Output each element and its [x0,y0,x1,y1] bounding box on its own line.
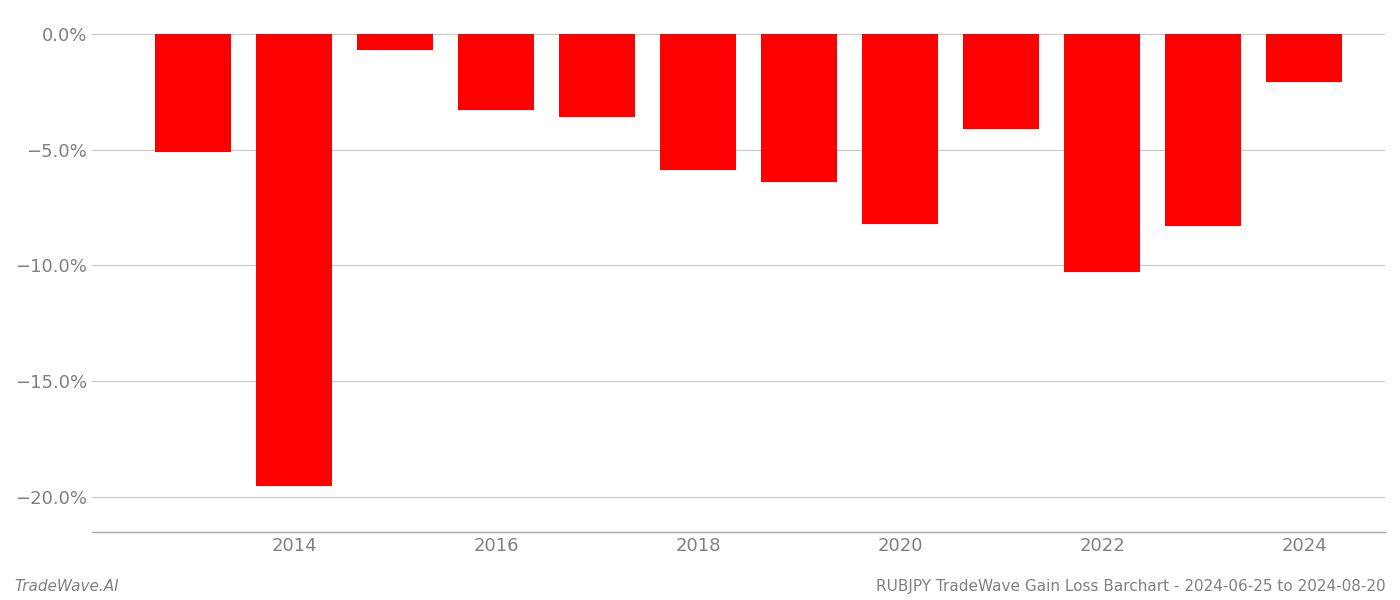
Text: RUBJPY TradeWave Gain Loss Barchart - 2024-06-25 to 2024-08-20: RUBJPY TradeWave Gain Loss Barchart - 20… [876,579,1386,594]
Bar [357,34,433,50]
Bar [963,34,1039,128]
Bar [862,34,938,224]
Bar [559,34,636,117]
Bar [155,34,231,152]
Bar [256,34,332,486]
Bar [762,34,837,182]
Bar [458,34,533,110]
Bar [1165,34,1240,226]
Text: TradeWave.AI: TradeWave.AI [14,579,119,594]
Bar [1064,34,1140,272]
Bar [661,34,736,170]
Bar [1267,34,1343,82]
